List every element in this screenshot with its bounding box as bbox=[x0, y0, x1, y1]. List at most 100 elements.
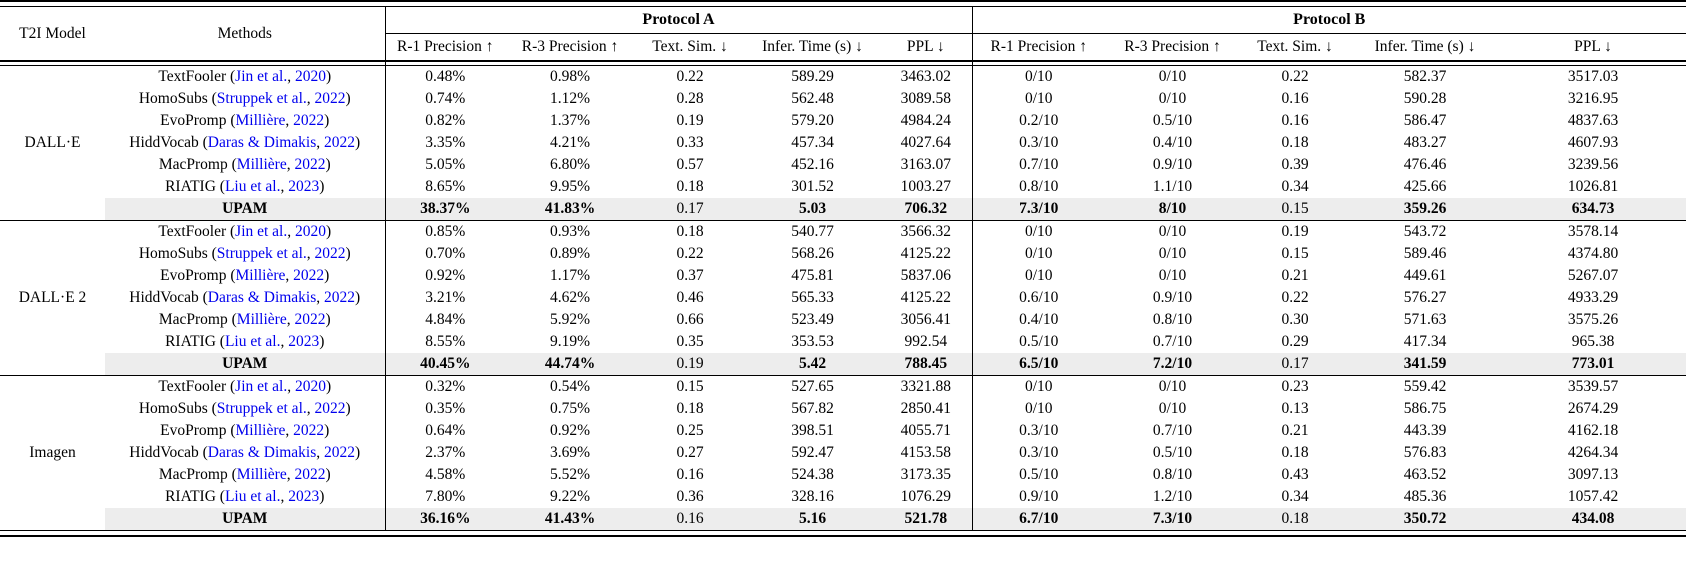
citation-year-link[interactable]: 2023 bbox=[288, 178, 320, 196]
method-name: HiddVocab ( bbox=[129, 289, 208, 307]
value-cell: 0.16 bbox=[1281, 90, 1309, 108]
citation-link[interactable]: Millière bbox=[236, 311, 287, 329]
method-paren: ) bbox=[345, 400, 351, 418]
value-cell: 3578.14 bbox=[1500, 220, 1686, 243]
value-cell: 8.65% bbox=[384, 176, 505, 198]
method-label: HomoSubs (Struppek et al., 2022) bbox=[105, 398, 385, 420]
value-cell: 523.49 bbox=[791, 311, 834, 329]
citation-separator: , bbox=[316, 289, 325, 307]
citation-link[interactable]: Millière bbox=[236, 466, 287, 484]
value-cell: 0/10 bbox=[1158, 267, 1187, 285]
value-cell: 0/10 bbox=[1105, 375, 1240, 398]
citation-link[interactable]: Struppek et al. bbox=[216, 245, 307, 263]
method-name: RIATIG ( bbox=[165, 178, 225, 196]
value-cell: 5.52% bbox=[549, 466, 591, 484]
value-cell: 4837.63 bbox=[1567, 112, 1619, 130]
value-cell: 0.3/10 bbox=[971, 132, 1105, 154]
citation-year-link[interactable]: 2022 bbox=[324, 134, 356, 152]
citation-link[interactable]: Millière bbox=[235, 112, 286, 130]
citation-year-link[interactable]: 2022 bbox=[294, 311, 326, 329]
value-cell: 398.51 bbox=[791, 422, 834, 440]
value-cell: 0/10 bbox=[1158, 68, 1187, 86]
citation-link[interactable]: Struppek et al. bbox=[216, 90, 307, 108]
citation-link[interactable]: Millière bbox=[235, 422, 286, 440]
t2i-model-header: T2I Model bbox=[19, 24, 86, 42]
value-cell: 0.32% bbox=[384, 375, 505, 398]
metric-header: R-3 Precision ↑ bbox=[1124, 38, 1221, 56]
method-label: TextFooler (Jin et al., 2020) bbox=[105, 375, 385, 398]
citation-link[interactable]: Liu et al. bbox=[224, 178, 281, 196]
citation-link[interactable]: Struppek et al. bbox=[216, 400, 307, 418]
metric-header: PPL ↓ bbox=[1574, 38, 1612, 56]
value-cell: 434.08 bbox=[1500, 508, 1686, 531]
method-label: EvoPromp (Millière, 2022) bbox=[105, 110, 385, 132]
citation-separator: , bbox=[286, 156, 295, 174]
citation-link[interactable]: Daras & Dimakis bbox=[207, 134, 317, 152]
value-cell: 8/10 bbox=[1105, 198, 1240, 221]
citation-year-link[interactable]: 2022 bbox=[314, 245, 346, 263]
value-cell: 443.39 bbox=[1403, 422, 1447, 440]
table-row: RIATIG (Liu et al., 2023) 8.55% 9.19% 0.35 3… bbox=[0, 331, 1686, 353]
value-cell: 328.16 bbox=[791, 488, 834, 506]
citation-link[interactable]: Millière bbox=[235, 267, 286, 285]
method-name: RIATIG ( bbox=[165, 488, 225, 506]
method-paren: ) bbox=[326, 378, 332, 396]
value-cell: 0.37 bbox=[676, 267, 704, 285]
citation-link[interactable]: Daras & Dimakis bbox=[207, 444, 317, 462]
citation-link[interactable]: Jin et al. bbox=[235, 378, 288, 396]
value-cell: 576.27 bbox=[1403, 289, 1447, 307]
citation-link[interactable]: Jin et al. bbox=[235, 68, 288, 86]
value-cell: 449.61 bbox=[1403, 267, 1447, 285]
value-cell: 4374.80 bbox=[1567, 245, 1619, 263]
value-cell: 0.92% bbox=[549, 422, 591, 440]
value-cell: 425.66 bbox=[1403, 178, 1447, 196]
citation-year-link[interactable]: 2022 bbox=[293, 422, 325, 440]
value-cell: 5.05% bbox=[384, 154, 505, 176]
citation-year-link[interactable]: 2022 bbox=[294, 466, 326, 484]
value-cell: 992.54 bbox=[904, 333, 948, 351]
value-cell: 36.16% bbox=[384, 508, 505, 531]
value-cell: 3163.07 bbox=[900, 156, 951, 174]
value-cell: 0.6/10 bbox=[971, 287, 1105, 309]
method-paren: ) bbox=[355, 289, 361, 307]
citation-separator: , bbox=[287, 223, 295, 241]
citation-link[interactable]: Liu et al. bbox=[224, 333, 281, 351]
citation-link[interactable]: Liu et al. bbox=[224, 488, 281, 506]
metric-header: Text. Sim. ↓ bbox=[1257, 38, 1333, 56]
method-name: EvoPromp ( bbox=[160, 112, 236, 130]
citation-year-link[interactable]: 2022 bbox=[314, 90, 346, 108]
results-table: T2I Model Methods Protocol A Protocol B … bbox=[0, 0, 1686, 537]
citation-year-link[interactable]: 2022 bbox=[314, 400, 346, 418]
value-cell: 1.1/10 bbox=[1152, 178, 1193, 196]
table-row: MacPromp (Millière, 2022) 4.58% 5.52% 0.16 5… bbox=[0, 464, 1686, 486]
citation-year-link[interactable]: 2023 bbox=[288, 488, 320, 506]
table-row: UPAM 40.45% 44.74% 0.19 5.42 788.45 6.5/10 7.2/… bbox=[0, 353, 1686, 376]
citation-link[interactable]: Daras & Dimakis bbox=[207, 289, 317, 307]
value-cell: 0.4/10 bbox=[1152, 134, 1193, 152]
citation-link[interactable]: Jin et al. bbox=[235, 223, 288, 241]
citation-year-link[interactable]: 2020 bbox=[295, 223, 326, 241]
value-cell: 0.39 bbox=[1281, 156, 1309, 174]
citation-year-link[interactable]: 2022 bbox=[293, 112, 325, 130]
value-cell: 0/10 bbox=[1158, 400, 1187, 418]
value-cell: 562.48 bbox=[791, 90, 834, 108]
value-cell: 41.43% bbox=[505, 508, 635, 531]
citation-year-link[interactable]: 2022 bbox=[293, 267, 325, 285]
citation-year-link[interactable]: 2020 bbox=[295, 378, 326, 396]
citation-year-link[interactable]: 2023 bbox=[288, 333, 320, 351]
citation-year-link[interactable]: 2020 bbox=[295, 68, 326, 86]
value-cell: 3089.58 bbox=[900, 90, 951, 108]
value-cell: 3575.26 bbox=[1567, 311, 1619, 329]
citation-link[interactable]: Millière bbox=[236, 156, 287, 174]
value-cell: 7.80% bbox=[384, 486, 505, 508]
method-paren: ) bbox=[325, 311, 331, 329]
citation-separator: , bbox=[306, 90, 315, 108]
citation-year-link[interactable]: 2022 bbox=[324, 289, 356, 307]
citation-separator: , bbox=[316, 134, 325, 152]
method-label: RIATIG (Liu et al., 2023) bbox=[105, 176, 385, 198]
citation-year-link[interactable]: 2022 bbox=[294, 156, 326, 174]
value-cell: 4.21% bbox=[549, 134, 591, 152]
citation-year-link[interactable]: 2022 bbox=[324, 444, 356, 462]
value-cell: 0.18 bbox=[676, 400, 704, 418]
